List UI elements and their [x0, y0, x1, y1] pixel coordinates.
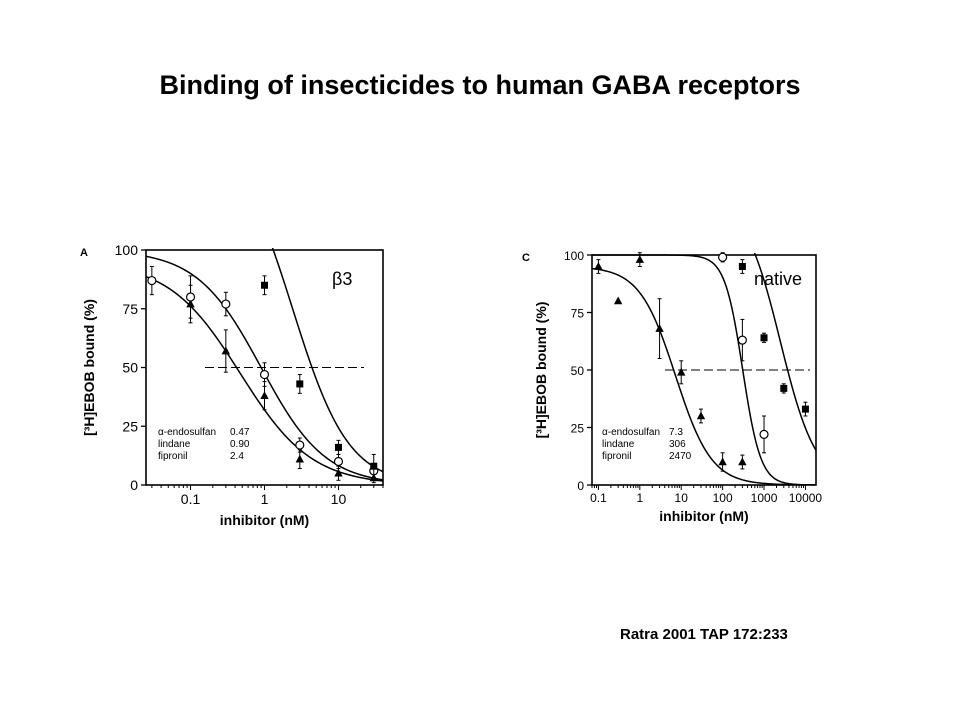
chart-panel-c: C 0 25 50 75 100 0.1 1 10 100 1000 10000 inhibitor (… — [520, 235, 840, 545]
data-point-triangle — [613, 296, 623, 305]
citation: Ratra 2001 TAP 172:233 — [620, 626, 788, 643]
data-point-square — [780, 384, 788, 392]
data-point-square — [296, 380, 304, 388]
data-point-triangle — [334, 468, 343, 477]
x-axis-label: inhibitor (nM) — [659, 508, 748, 524]
x-tick-label: 1 — [261, 491, 269, 507]
x-tick-label: 0.1 — [590, 491, 607, 505]
data-point-triangle — [718, 457, 727, 466]
data-point-triangle — [260, 391, 269, 399]
chart-panel-a: A 0 25 50 75 100 0.1 1 10 inhibitor (nM) [³H]EBOB … — [78, 235, 400, 545]
x-tick-label: 100 — [713, 491, 733, 505]
y-tick-label: 25 — [571, 422, 585, 436]
legend-value: 306 — [669, 439, 686, 450]
data-point-square — [801, 405, 809, 413]
data-point-circle — [185, 292, 196, 302]
x-tick-label: 10 — [675, 491, 689, 505]
fit-curve — [592, 267, 816, 485]
x-tick-label: 10000 — [789, 491, 823, 505]
panel-label: C — [522, 252, 530, 264]
data-point-triangle — [594, 262, 603, 270]
x-tick-label: 0.1 — [181, 491, 201, 507]
y-axis-label: [³H]EBOB bound (%) — [81, 299, 97, 436]
data-point-square — [760, 334, 768, 342]
data-point-square — [334, 443, 342, 451]
legend-name: lindane — [602, 439, 635, 450]
inset-label: native — [754, 269, 802, 289]
y-tick-label: 0 — [130, 477, 138, 493]
y-tick-label: 100 — [115, 242, 139, 258]
y-tick-label: 75 — [122, 301, 138, 317]
x-tick-label: 1 — [636, 491, 643, 505]
y-tick-label: 0 — [577, 479, 584, 493]
data-point-triangle — [295, 454, 304, 463]
legend-value: 0.90 — [230, 439, 250, 450]
data-point-circle — [759, 429, 769, 439]
y-tick-label: 25 — [122, 418, 138, 434]
y-tick-label: 50 — [571, 364, 585, 378]
legend-name: fipronil — [602, 451, 631, 462]
data-point-triangle — [221, 346, 231, 355]
fit-curve — [271, 248, 383, 473]
data-point-circle — [221, 299, 231, 309]
data-point-triangle — [635, 255, 645, 263]
x-axis-label: inhibitor (nM) — [220, 512, 309, 528]
y-axis-label: [³H]EBOB bound (%) — [533, 302, 549, 439]
data-point-triangle — [677, 367, 686, 376]
legend-value: 2.4 — [230, 451, 244, 462]
inset-label: β3 — [332, 269, 352, 289]
legend-value: 2470 — [669, 451, 692, 462]
data-point-circle — [259, 369, 270, 380]
slide-title: Binding of insecticides to human GABA re… — [159, 70, 801, 100]
y-tick-label: 50 — [122, 360, 138, 376]
data-point-square — [370, 462, 378, 470]
dose-response-chart-c: C 0 25 50 75 100 0.1 1 10 100 1000 10000 inhibitor (… — [522, 249, 823, 524]
legend-name: fipronil — [158, 451, 187, 462]
data-point-triangle — [696, 411, 706, 420]
data-point-square — [738, 263, 746, 270]
data-point-triangle — [738, 457, 747, 466]
data-point-circle — [295, 440, 305, 450]
x-tick-label: 1000 — [751, 491, 778, 505]
y-tick-label: 75 — [571, 307, 585, 321]
data-point-circle — [333, 456, 344, 467]
data-point-square — [261, 281, 268, 289]
y-tick-label: 100 — [564, 249, 584, 263]
data-point-circle — [718, 252, 728, 262]
data-point-circle — [737, 335, 747, 345]
data-point-circle — [147, 275, 157, 286]
legend-value: 0.47 — [230, 427, 250, 438]
legend-name: α-endosulfan — [602, 427, 660, 438]
panel-label: A — [80, 247, 88, 259]
fit-curve — [753, 253, 816, 451]
x-tick-label: 10 — [331, 491, 347, 507]
legend-value: 7.3 — [669, 427, 683, 438]
dose-response-chart-a: A 0 25 50 75 100 0.1 1 10 inhibitor (nM) [³H]EBOB … — [80, 242, 384, 528]
data-point-triangle — [655, 324, 664, 332]
legend-name: lindane — [158, 439, 191, 450]
fit-curve — [592, 254, 816, 485]
legend-name: α-endosulfan — [158, 427, 216, 438]
